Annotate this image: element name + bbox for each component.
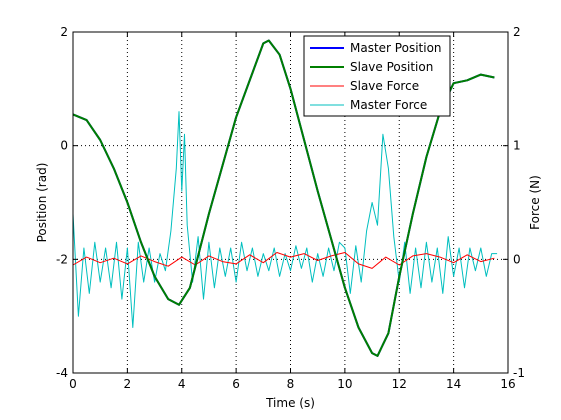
x-tick-label: 2 — [124, 377, 132, 391]
x-tick-label: 10 — [337, 377, 352, 391]
y-right-tick-label: 2 — [513, 25, 521, 39]
x-tick-label: 0 — [69, 377, 77, 391]
legend-label: Master Force — [350, 98, 427, 112]
y-left-tick-label: -2 — [56, 252, 68, 266]
y-axis-left-label: Position (rad) — [35, 163, 49, 243]
legend-box — [303, 35, 451, 117]
x-tick-label: 14 — [446, 377, 461, 391]
legend: Master Position Slave Position Slave Force… — [303, 35, 451, 117]
x-tick-label: 8 — [287, 377, 295, 391]
x-tick-label: 4 — [178, 377, 186, 391]
y-axis-right-label: Force (N) — [528, 175, 542, 230]
series-line-master-force — [72, 111, 498, 328]
x-tick-label: 12 — [392, 377, 407, 391]
series-line-slave-force — [72, 252, 495, 269]
series-line-slave-position — [72, 39, 495, 357]
y-right-tick-label: -1 — [513, 366, 525, 380]
y-right-tick-label: 0 — [513, 252, 521, 266]
y-left-tick-label: 0 — [60, 139, 68, 153]
y-left-tick-label: 2 — [60, 25, 68, 39]
legend-label: Master Position — [350, 41, 442, 55]
y-right-tick-label: 1 — [513, 139, 521, 153]
legend-label: Slave Position — [350, 60, 433, 74]
series-layer — [72, 39, 498, 357]
x-tick-label: 6 — [232, 377, 240, 391]
x-axis-label: Time (s) — [265, 396, 315, 410]
x-tick-label: 16 — [500, 377, 515, 391]
y-left-tick-label: -4 — [56, 366, 68, 380]
legend-label: Slave Force — [350, 79, 419, 93]
